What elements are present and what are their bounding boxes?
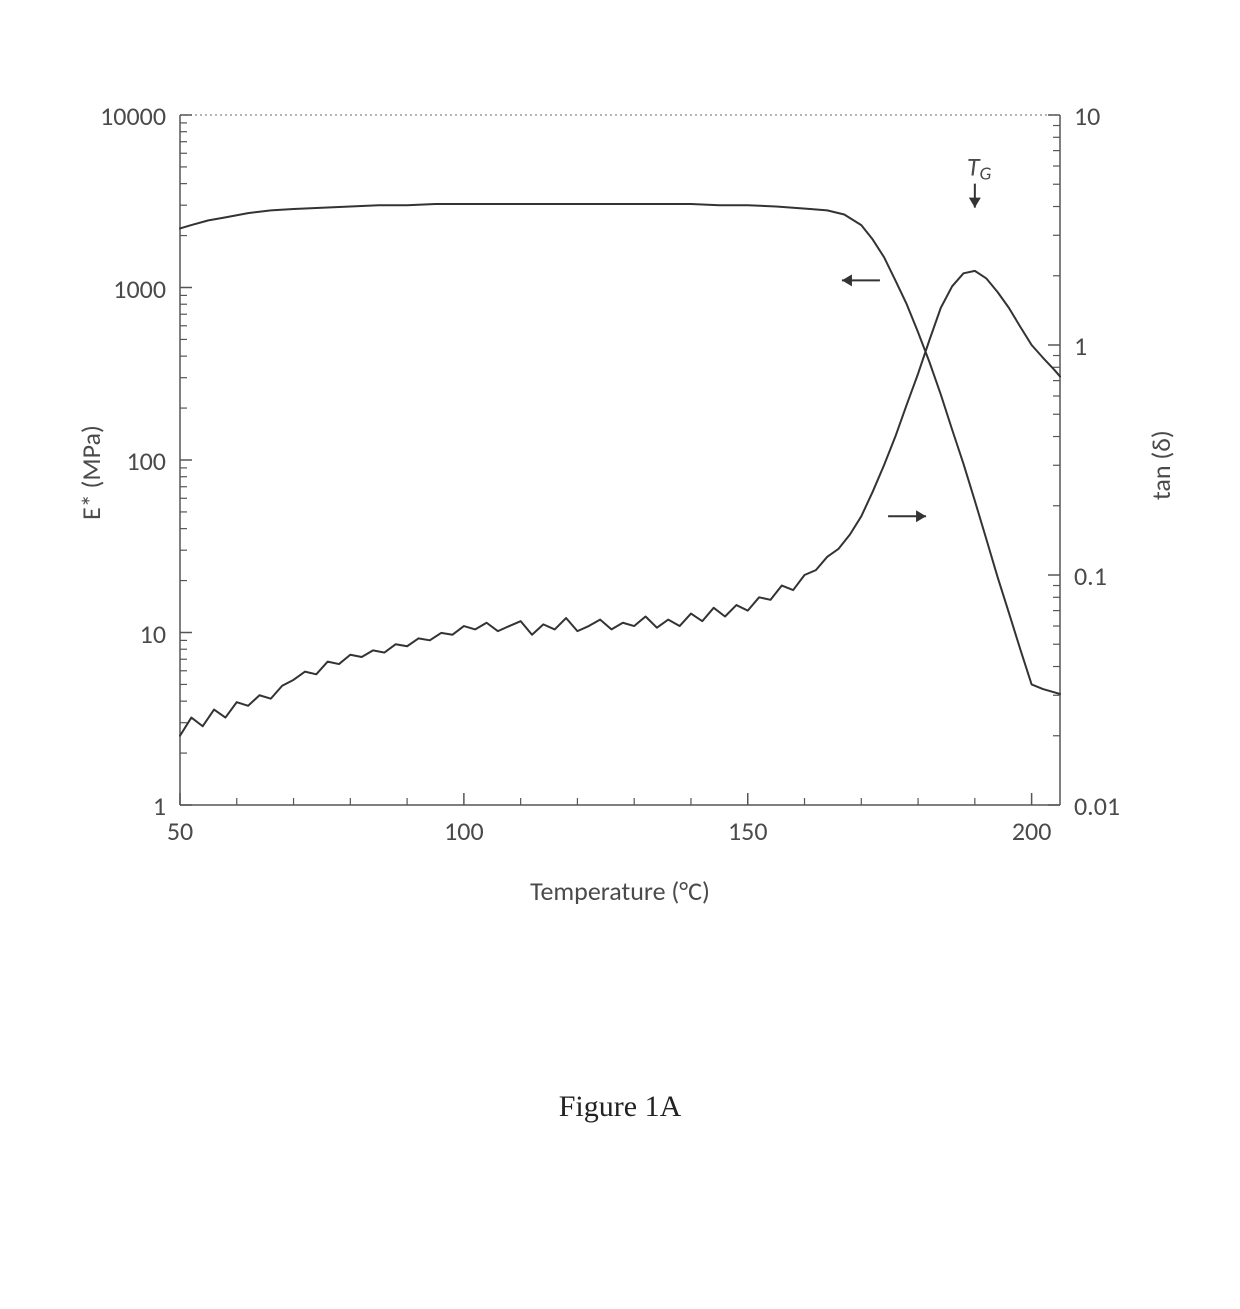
series-modulus: [180, 204, 1060, 694]
tg-arrow-head: [969, 198, 981, 208]
y-axis-left-label: E* (MPa): [75, 425, 107, 520]
x-tick-200: 200: [1012, 815, 1052, 847]
yR-tick-0.1: 0.1: [1074, 560, 1107, 592]
arrow-to-tan-delta-head: [916, 510, 926, 522]
series-tan-delta: [180, 271, 1060, 736]
x-tick-100: 100: [444, 815, 484, 847]
yL-tick-10: 10: [140, 618, 166, 650]
chart-svg: TG: [0, 0, 1240, 1000]
yR-tick-1: 1: [1074, 330, 1087, 362]
y-axis-right-label: tan (δ): [1145, 430, 1177, 500]
arrow-to-modulus-head: [842, 274, 852, 286]
dma-chart: TG: [0, 0, 1240, 1000]
x-tick-150: 150: [728, 815, 768, 847]
tg-label: TG: [967, 151, 992, 186]
yR-tick-0.01: 0.01: [1074, 790, 1120, 822]
yL-tick-100: 100: [126, 445, 166, 477]
x-tick-50: 50: [167, 815, 193, 847]
yL-tick-10000: 10000: [100, 100, 166, 132]
yR-tick-10: 10: [1074, 100, 1100, 132]
yL-tick-1000: 1000: [113, 273, 166, 305]
x-axis-label: Temperature (°C): [0, 875, 1240, 907]
page: { "figure": { "caption": "Figure 1A", "c…: [0, 0, 1240, 1309]
figure-caption: Figure 1A: [0, 1090, 1240, 1124]
yL-tick-1: 1: [153, 790, 166, 822]
